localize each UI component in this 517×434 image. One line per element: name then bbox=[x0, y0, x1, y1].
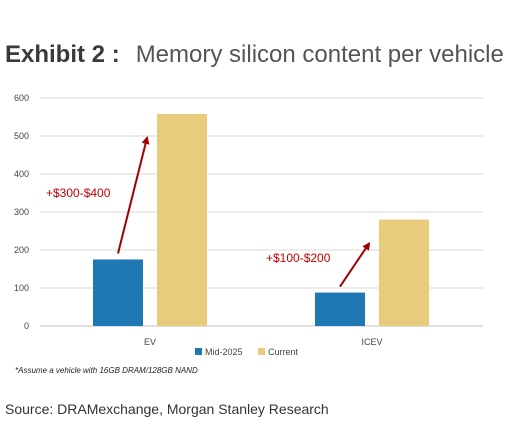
x-axis: EV ICEV bbox=[144, 337, 383, 347]
exhibit-label: Exhibit 2 : bbox=[5, 41, 120, 68]
y-tick-label: 600 bbox=[14, 93, 29, 103]
bar-icev-mid-2025 bbox=[315, 292, 365, 326]
y-tick-label: 200 bbox=[14, 245, 29, 255]
y-axis: 0 100 200 300 400 500 600 bbox=[14, 93, 29, 331]
title-text: Memory silicon content per vehicle bbox=[135, 41, 504, 68]
annotation-label: +$100-$200 bbox=[266, 251, 331, 265]
y-tick-label: 100 bbox=[14, 283, 29, 293]
x-tick-label: EV bbox=[144, 337, 156, 347]
legend-swatch bbox=[195, 348, 202, 355]
legend: Mid-2025 Current bbox=[195, 347, 299, 357]
bar-chart: 0 100 200 300 400 500 600 EV ICEV +$300-$400 +$1… bbox=[14, 93, 483, 357]
bar-ev-mid-2025 bbox=[93, 259, 143, 326]
annotation-label: +$300-$400 bbox=[46, 186, 111, 200]
bars bbox=[93, 113, 429, 327]
footnote: *Assume a vehicle with 16GB DRAM/128GB N… bbox=[15, 366, 198, 375]
y-tick-label: 300 bbox=[14, 207, 29, 217]
y-tick-label: 400 bbox=[14, 169, 29, 179]
bar-ev-current bbox=[157, 113, 207, 327]
legend-label: Mid-2025 bbox=[205, 347, 243, 357]
legend-swatch bbox=[258, 348, 265, 355]
legend-label: Current bbox=[268, 347, 299, 357]
x-tick-label: ICEV bbox=[361, 337, 382, 347]
y-tick-label: 500 bbox=[14, 131, 29, 141]
chart-title: Exhibit 2 : Memory silicon content per ve… bbox=[5, 40, 504, 70]
bar-icev-current bbox=[379, 219, 429, 326]
annotation-arrow bbox=[117, 136, 150, 254]
annotation-arrow bbox=[339, 241, 371, 288]
source-note: Source: DRAMexchange, Morgan Stanley Res… bbox=[5, 401, 329, 417]
y-tick-label: 0 bbox=[24, 321, 29, 331]
annotations: +$300-$400 +$100-$200 bbox=[46, 136, 371, 288]
